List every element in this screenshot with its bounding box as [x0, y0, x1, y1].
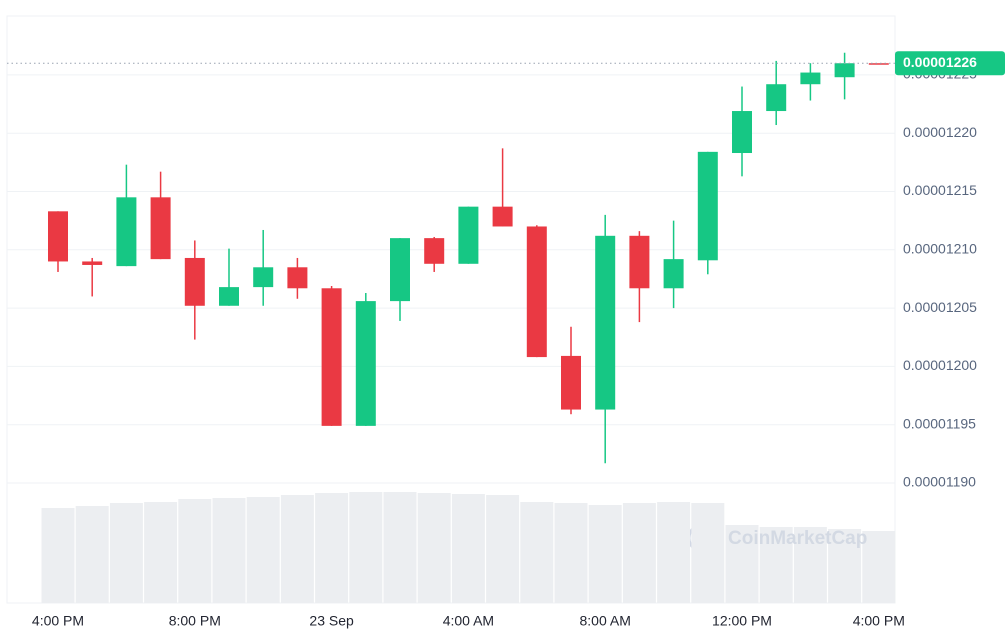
candle-body	[629, 235, 650, 289]
candle-body	[766, 84, 787, 112]
candle-body	[116, 197, 137, 267]
last-price-label: 0.00001226	[903, 54, 977, 70]
watermark: CoinMarketCap	[728, 528, 867, 549]
y-tick-label: 0.00001205	[903, 299, 977, 315]
candle-body	[82, 261, 103, 265]
candle-body	[287, 267, 308, 289]
y-tick-label: 0.00001190	[903, 474, 976, 490]
volume-bar	[828, 529, 862, 603]
y-tick-label: 0.00001195	[903, 415, 976, 431]
candle-body	[595, 235, 616, 410]
candle-body	[800, 72, 821, 85]
volume-bar	[144, 502, 178, 603]
x-tick-label: 8:00 PM	[169, 613, 221, 629]
candle-body	[458, 206, 479, 264]
candle-body	[150, 197, 171, 260]
volume-bar	[383, 492, 417, 603]
candle-body	[184, 257, 205, 306]
volume-bar	[75, 506, 109, 603]
volume-bar	[451, 494, 485, 603]
candle-body	[697, 151, 718, 261]
volume-bar	[246, 497, 280, 603]
volume-bar	[212, 498, 246, 603]
y-tick-label: 0.00001200	[903, 357, 977, 373]
volume-bar	[657, 502, 691, 603]
last-price-box	[895, 51, 1005, 76]
volume-bar	[793, 527, 827, 603]
volume-bar	[759, 527, 793, 603]
volume-bar	[109, 503, 143, 603]
candle-body	[390, 238, 410, 302]
candle-body	[424, 238, 445, 264]
x-tick-label: 12:00 PM	[712, 613, 772, 629]
candle-body	[355, 301, 376, 426]
candle-body	[663, 259, 684, 289]
volume-bar	[349, 492, 383, 603]
candle-body	[526, 226, 547, 358]
volume-bar	[862, 531, 896, 603]
x-tick-label: 4:00 PM	[853, 613, 905, 629]
candle-body	[868, 63, 889, 65]
volume-bar	[691, 503, 725, 603]
y-tick-label: 0.00001215	[903, 182, 977, 198]
candle-body	[219, 287, 239, 306]
volume-bar	[486, 495, 520, 603]
y-tick-label: 0.00001220	[903, 124, 977, 140]
volume-bar	[588, 505, 622, 603]
x-tick-label: 4:00 PM	[32, 613, 84, 629]
candle-body	[492, 206, 513, 227]
y-tick-label: 0.00001210	[903, 241, 977, 257]
candle-body	[834, 63, 855, 78]
volume-bar	[41, 508, 75, 603]
volume-bar	[554, 503, 588, 603]
candle-body	[253, 267, 274, 288]
candle-body	[321, 288, 342, 426]
x-tick-label: 23 Sep	[309, 613, 354, 629]
volume-bar	[178, 499, 212, 603]
volume-bar	[417, 493, 451, 603]
candle-body	[48, 211, 68, 262]
volume-bar	[280, 495, 314, 603]
x-tick-label: 4:00 AM	[443, 613, 494, 629]
plot-frame	[6, 15, 896, 604]
x-tick-label: 8:00 AM	[580, 613, 631, 629]
candle-body	[732, 111, 752, 154]
candle-body	[561, 355, 581, 410]
volume-bar	[725, 525, 759, 603]
volume-bar	[315, 493, 349, 603]
volume-bar	[622, 503, 656, 603]
volume-bar	[520, 502, 554, 603]
